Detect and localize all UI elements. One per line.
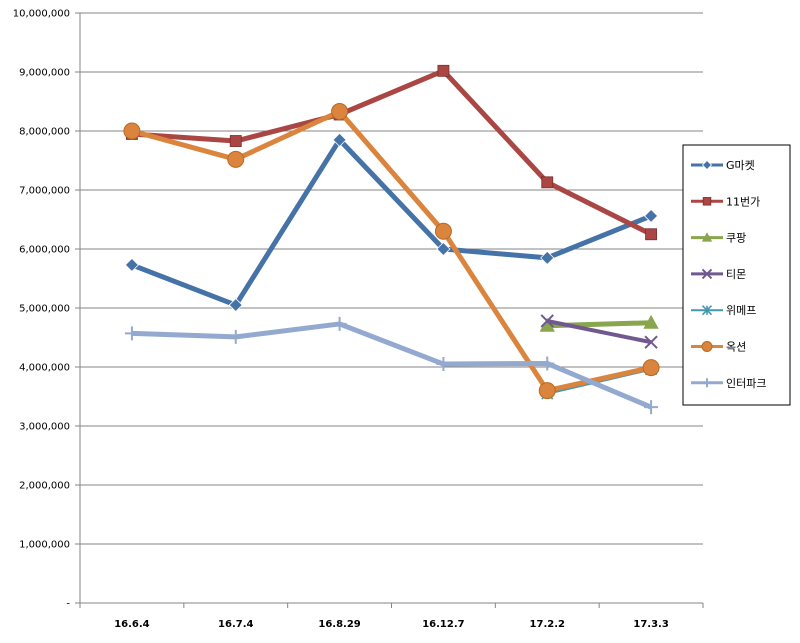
- legend-label: 옥션: [726, 341, 746, 354]
- legend-label: 티몬: [726, 268, 746, 281]
- data-point-circle: [331, 103, 349, 121]
- y-axis-tick-labels: - 1,000,000 2,000,000 3,000,000 4,000,000 5,0…: [13, 9, 71, 610]
- series-3: [540, 314, 658, 349]
- legend-item: 인터파크: [691, 377, 766, 390]
- data-point-x: [701, 268, 713, 280]
- series-line: [546, 319, 652, 345]
- legend-label: 인터파크: [726, 377, 766, 390]
- y-axis-tick-label: 9,000,000: [19, 68, 70, 79]
- x-axis-tick-label: 17.3.3: [633, 619, 668, 630]
- legend-label: G마켓: [726, 159, 755, 172]
- legend-label: 11번가: [726, 195, 760, 208]
- series-lines: [123, 64, 660, 415]
- data-point-diamond: [332, 132, 347, 147]
- legend-item: 위메프: [691, 304, 756, 317]
- data-point-plus: [644, 400, 659, 415]
- plot-grid: [75, 12, 704, 608]
- data-point-circle: [434, 222, 452, 240]
- data-point-plus: [228, 329, 243, 344]
- series-5: [123, 103, 660, 400]
- data-point-diamond: [124, 257, 139, 272]
- data-point-plus: [332, 316, 347, 331]
- y-axis-tick-label: 3,000,000: [19, 422, 70, 433]
- data-point-square: [702, 197, 712, 206]
- data-point-diamond: [701, 159, 713, 171]
- legend-label: 위메프: [726, 304, 756, 317]
- data-point-square: [645, 228, 658, 241]
- series-line: [131, 109, 652, 394]
- y-axis-tick-label: 2,000,000: [19, 481, 70, 492]
- y-axis-tick-label: 5,000,000: [19, 304, 70, 315]
- y-axis-tick-label: 1,000,000: [19, 540, 70, 551]
- y-axis-tick-label: 4,000,000: [19, 363, 70, 374]
- data-point-square: [229, 135, 242, 147]
- legend-item: 티몬: [691, 268, 746, 281]
- data-point-x: [540, 314, 554, 328]
- legend-item: G마켓: [691, 159, 755, 172]
- data-point-plus: [702, 378, 712, 388]
- data-point-diamond: [228, 297, 243, 313]
- x-axis-tick-label: 16.6.4: [114, 619, 149, 630]
- series-line: [131, 137, 653, 308]
- series-0: [124, 132, 659, 313]
- series-6: [124, 316, 659, 415]
- legend-item: 옥션: [691, 341, 746, 354]
- y-axis-tick-label: 6,000,000: [19, 245, 70, 256]
- legend-label: 쿠팡: [726, 232, 746, 245]
- legend-item: 쿠팡: [691, 232, 746, 245]
- x-axis-tick-label: 17.2.2: [530, 619, 565, 630]
- series-line: [131, 68, 653, 237]
- y-axis-tick-label: 7,000,000: [19, 186, 70, 197]
- x-axis-tick-label: 16.7.4: [218, 619, 253, 630]
- data-point-circle: [642, 359, 660, 377]
- x-axis-tick-labels: 16.6.4 16.7.4 16.8.29 16.12.7 17.2.2 17.3.3: [114, 619, 669, 630]
- x-axis-tick-label: 16.8.29: [318, 619, 360, 630]
- data-point-square: [541, 176, 554, 189]
- data-point-triangle: [701, 232, 713, 242]
- series-line: [131, 321, 653, 410]
- data-point-circle: [538, 382, 556, 400]
- x-axis-tick-label: 16.12.7: [422, 619, 464, 630]
- data-point-triangle: [643, 314, 659, 329]
- data-point-square: [437, 64, 450, 77]
- y-axis-tick-label: 8,000,000: [19, 127, 70, 138]
- data-point-diamond: [436, 241, 451, 257]
- y-axis-tick-label: 10,000,000: [13, 9, 70, 20]
- data-point-plus: [540, 356, 555, 371]
- data-point-diamond: [540, 250, 555, 265]
- data-point-circle: [227, 150, 245, 168]
- legend-item: 11번가: [691, 195, 760, 208]
- y-axis-tick-label: -: [66, 599, 70, 610]
- data-point-plus: [124, 326, 139, 341]
- data-point-diamond: [644, 208, 659, 224]
- data-point-circle: [123, 122, 141, 140]
- data-point-x: [644, 335, 658, 349]
- data-point-plus: [436, 357, 451, 372]
- data-point-star: [701, 305, 713, 316]
- data-point-circle: [701, 341, 713, 352]
